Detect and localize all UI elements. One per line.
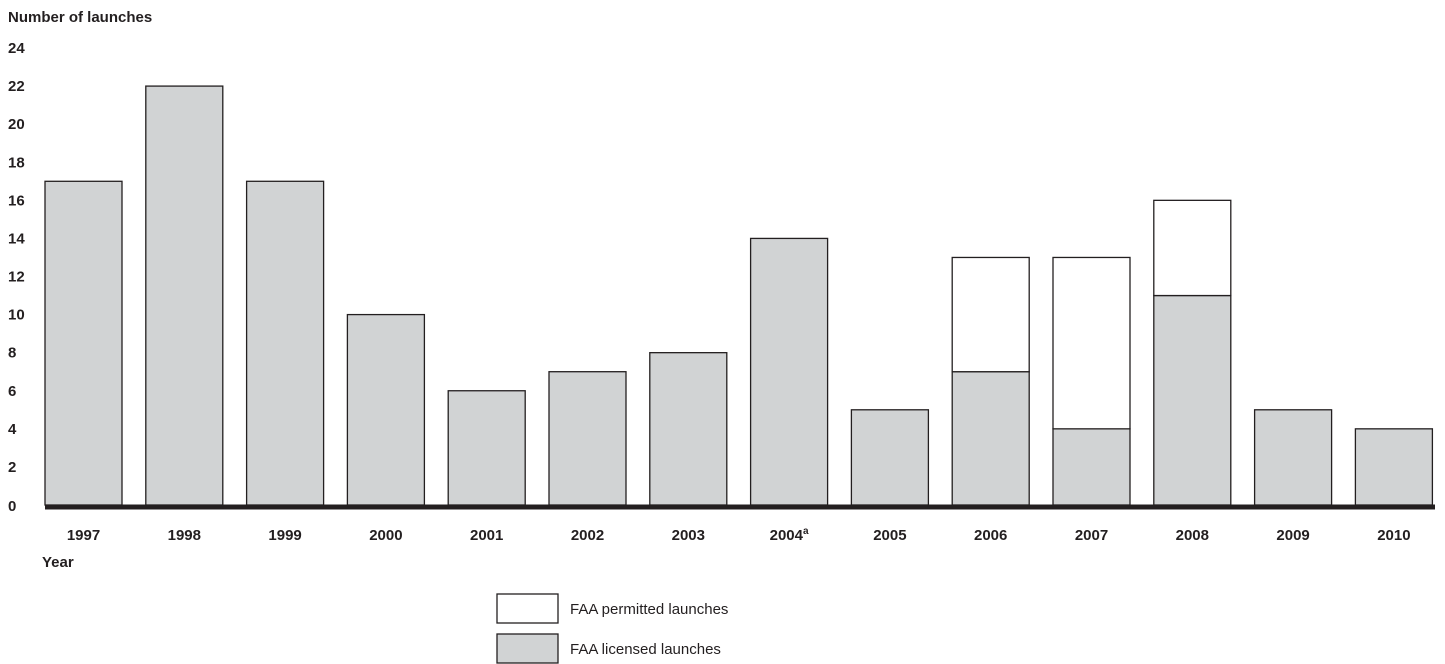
bar-2007-series-1 bbox=[1053, 257, 1130, 428]
x-axis-label: Year bbox=[42, 554, 74, 571]
bar-2006-series-1 bbox=[952, 257, 1029, 371]
x-tick-year: 2003 bbox=[672, 527, 705, 544]
x-tick-label: 1997 bbox=[67, 527, 100, 544]
bar-2007-series-0 bbox=[1053, 429, 1130, 505]
x-tick-year: 2009 bbox=[1276, 527, 1309, 544]
x-tick-year: 1997 bbox=[67, 527, 100, 544]
bar-2008-series-0 bbox=[1154, 296, 1231, 505]
bar-2000-series-0 bbox=[347, 315, 424, 505]
x-tick-label: 2002 bbox=[571, 527, 604, 544]
legend-label: FAA licensed launches bbox=[570, 641, 721, 658]
x-tick-label: 2005 bbox=[873, 527, 906, 544]
bar-1998-series-0 bbox=[146, 86, 223, 505]
x-tick-footnote-marker: a bbox=[803, 526, 809, 537]
bar-2004-series-0 bbox=[751, 238, 828, 505]
y-tick-label: 16 bbox=[8, 192, 25, 209]
bar-2005-series-0 bbox=[851, 410, 928, 505]
x-tick-label: 2010 bbox=[1377, 527, 1410, 544]
bar-2008-series-1 bbox=[1154, 200, 1231, 295]
y-tick-label: 2 bbox=[8, 459, 16, 476]
x-tick-label: 2009 bbox=[1276, 527, 1309, 544]
x-tick-year: 2001 bbox=[470, 527, 503, 544]
y-tick-label: 18 bbox=[8, 154, 25, 171]
bar-2006-series-0 bbox=[952, 372, 1029, 505]
legend-swatch bbox=[497, 634, 558, 663]
y-tick-label: 10 bbox=[8, 307, 25, 324]
y-tick-label: 20 bbox=[8, 116, 25, 133]
x-tick-label: 1999 bbox=[268, 527, 301, 544]
x-tick-label: 2004a bbox=[770, 526, 809, 544]
x-tick-year: 2005 bbox=[873, 527, 906, 544]
x-tick-year: 2000 bbox=[369, 527, 402, 544]
x-tick-year: 2008 bbox=[1176, 527, 1209, 544]
x-tick-label: 2008 bbox=[1176, 527, 1209, 544]
x-tick-year: 1998 bbox=[168, 527, 201, 544]
y-tick-label: 8 bbox=[8, 345, 16, 362]
y-axis-label: Number of launches bbox=[8, 9, 152, 26]
y-tick-label: 0 bbox=[8, 498, 16, 515]
x-tick-label: 2000 bbox=[369, 527, 402, 544]
x-tick-label: 2006 bbox=[974, 527, 1007, 544]
y-tick-label: 24 bbox=[8, 40, 25, 57]
x-tick-label: 1998 bbox=[168, 527, 201, 544]
bar-1997-series-0 bbox=[45, 181, 122, 505]
x-tick-year: 2007 bbox=[1075, 527, 1108, 544]
x-axis-ticks: 1997 1998 1999 2000 2001 2002 2003 2004a 2005 200… bbox=[67, 526, 1411, 544]
bar-2009-series-0 bbox=[1255, 410, 1332, 505]
x-tick-year: 2002 bbox=[571, 527, 604, 544]
bar-2003-series-0 bbox=[650, 353, 727, 505]
x-tick-year: 2006 bbox=[974, 527, 1007, 544]
x-tick-year: 1999 bbox=[268, 527, 301, 544]
bar-2002-series-0 bbox=[549, 372, 626, 505]
legend: FAA permitted launches FAA licensed launc… bbox=[497, 594, 728, 663]
x-tick-year: 2010 bbox=[1377, 527, 1410, 544]
y-tick-label: 22 bbox=[8, 78, 25, 95]
x-tick-year: 2004 bbox=[770, 527, 804, 544]
bars bbox=[45, 86, 1432, 505]
bar-2010-series-0 bbox=[1355, 429, 1432, 505]
y-tick-label: 14 bbox=[8, 230, 25, 247]
legend-swatch bbox=[497, 594, 558, 623]
bar-1999-series-0 bbox=[247, 181, 324, 505]
y-tick-label: 6 bbox=[8, 383, 16, 400]
x-tick-label: 2003 bbox=[672, 527, 705, 544]
y-tick-label: 12 bbox=[8, 269, 25, 286]
x-tick-label: 2007 bbox=[1075, 527, 1108, 544]
x-tick-label: 2001 bbox=[470, 527, 503, 544]
bar-2001-series-0 bbox=[448, 391, 525, 505]
y-tick-label: 4 bbox=[8, 421, 17, 438]
legend-label: FAA permitted launches bbox=[570, 601, 728, 618]
